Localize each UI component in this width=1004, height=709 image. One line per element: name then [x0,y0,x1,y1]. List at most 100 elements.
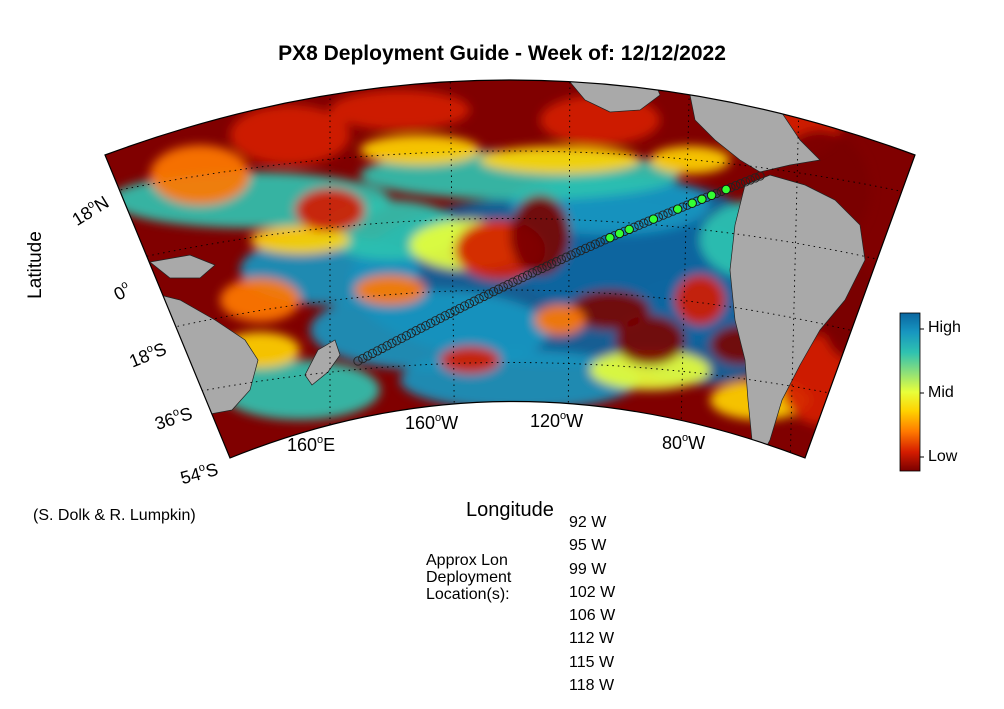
deployment-heading: Approx Lon Deployment Location(s): [426,552,511,603]
track-point [576,245,586,256]
track-point [513,275,523,285]
colorbar [899,312,921,472]
deployment-location: 92 W [569,514,607,531]
track-point [445,308,455,319]
track-point [585,241,596,251]
track-point [484,289,494,299]
deployment-location: 102 W [569,583,616,601]
track-point [590,239,600,249]
heat-patch [355,275,425,305]
track-point [532,265,542,276]
track-point [396,333,407,343]
track-point [493,284,504,294]
track-point [542,261,552,271]
track-point [430,316,441,326]
track-point [634,220,644,230]
track-point [595,237,605,247]
track-point [426,318,436,328]
track-point [372,346,383,356]
track-point [750,173,760,183]
deployment-track [353,171,765,366]
heat-patch [480,146,640,174]
track-point [416,323,426,333]
track-point [740,177,751,187]
track-point [503,279,513,290]
track-point [392,336,402,346]
colorbar-low-label: Low [928,448,958,465]
track-point [367,348,378,359]
deployment-location: 115 W [569,653,615,671]
south-america-land [729,174,866,458]
deployment-marker [624,224,634,235]
colorbar-high-label: High [928,319,961,336]
heat-patch [220,360,380,420]
track-point [450,306,460,316]
track-point [382,341,392,351]
heat-patch [220,278,300,322]
deployment-location: 106 W [569,607,616,625]
deployment-marker [605,233,615,243]
deployment-heading-line: Deployment [426,569,512,586]
track-point [406,328,416,338]
track-point [488,286,499,297]
credit-text: (S. Dolk & R. Lumpkin) [33,507,196,524]
deployment-marker [687,198,697,208]
latitude-gridline [119,218,891,263]
y-axis-label: Latitude [25,231,46,299]
longitude-gridline [789,80,801,458]
track-point [455,303,465,314]
heat-patch [510,195,570,275]
track-point [498,282,508,292]
track-point [421,321,431,331]
heat-patch [675,275,725,325]
longitude-gridline [567,80,571,458]
heat-patch [440,346,500,374]
track-point [387,338,397,348]
track-point [551,256,562,267]
deployment-location: 118 W [569,677,615,695]
latitude-gridline [109,150,906,193]
deployment-heading-line: Location(s): [426,586,510,603]
track-point [639,218,649,228]
heat-patch [535,305,585,335]
track-point [353,356,363,366]
deployment-location: 112 W [569,630,615,648]
track-point [459,301,470,311]
track-point [735,179,746,189]
track-point [580,243,591,254]
heat-patch [150,145,250,205]
track-point [358,353,368,364]
track-point [571,248,581,258]
longitude-tick-label: 80oW [662,432,706,453]
track-point [508,277,518,287]
track-point [522,270,533,280]
track-point [556,254,567,265]
deployment-heading-line: Approx Lon [426,552,508,569]
track-point [518,272,528,283]
longitude-tick-label: 160oE [287,434,336,455]
deployment-marker [697,194,707,204]
longitude-gridline [679,80,691,458]
deployment-location: 95 W [569,537,607,555]
track-point [363,351,373,361]
track-point [663,208,673,218]
heat-patch [570,290,650,330]
track-point [479,291,489,302]
chart-title: PX8 Deployment Guide - Week of: 12/12/20… [278,42,726,65]
longitude-gridline [449,80,456,458]
track-point [755,171,765,181]
track-point [435,313,445,323]
track-point [731,180,741,191]
track-point [547,259,557,269]
deployment-location: 99 W [569,560,607,578]
track-point [537,263,547,274]
heat-patch [615,315,685,365]
deployment-marker [673,204,683,214]
track-point [469,296,479,306]
deployment-marker [614,228,625,239]
track-point [411,326,421,336]
colorbar-mid-label: Mid [928,384,954,401]
deployment-marker [706,190,717,200]
longitude-tick-label: 120oW [530,410,584,431]
heat-patch [360,135,480,165]
